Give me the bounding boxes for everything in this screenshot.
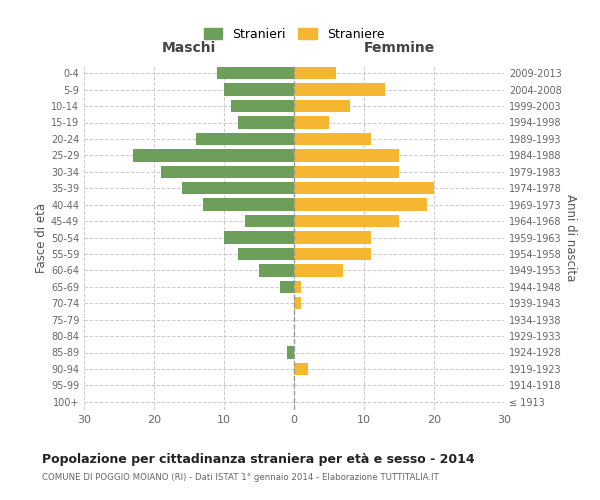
Bar <box>224 84 294 96</box>
Bar <box>224 232 294 243</box>
Bar <box>294 232 371 243</box>
Bar <box>280 280 294 293</box>
Bar <box>133 149 294 162</box>
Bar <box>294 297 301 310</box>
Bar <box>203 198 294 211</box>
Bar <box>294 248 371 260</box>
Y-axis label: Anni di nascita: Anni di nascita <box>565 194 577 281</box>
Bar <box>294 198 427 211</box>
Bar <box>294 100 350 112</box>
Bar <box>294 280 301 293</box>
Bar <box>259 264 294 276</box>
Bar <box>294 264 343 276</box>
Text: Popolazione per cittadinanza straniera per età e sesso - 2014: Popolazione per cittadinanza straniera p… <box>42 452 475 466</box>
Text: Maschi: Maschi <box>162 41 216 55</box>
Bar <box>196 133 294 145</box>
Bar <box>294 182 434 194</box>
Bar <box>294 84 385 96</box>
Bar <box>287 346 294 358</box>
Y-axis label: Fasce di età: Fasce di età <box>35 202 48 272</box>
Bar <box>294 67 336 80</box>
Legend: Stranieri, Straniere: Stranieri, Straniere <box>199 23 389 46</box>
Bar <box>231 100 294 112</box>
Bar <box>161 166 294 178</box>
Bar <box>238 248 294 260</box>
Bar <box>294 116 329 128</box>
Bar <box>245 215 294 227</box>
Bar <box>238 116 294 128</box>
Bar <box>294 133 371 145</box>
Bar <box>294 363 308 375</box>
Bar <box>217 67 294 80</box>
Text: Femmine: Femmine <box>364 41 434 55</box>
Text: COMUNE DI POGGIO MOIANO (RI) - Dati ISTAT 1° gennaio 2014 - Elaborazione TUTTITA: COMUNE DI POGGIO MOIANO (RI) - Dati ISTA… <box>42 472 439 482</box>
Bar <box>182 182 294 194</box>
Bar <box>294 166 399 178</box>
Bar <box>294 149 399 162</box>
Bar <box>294 215 399 227</box>
